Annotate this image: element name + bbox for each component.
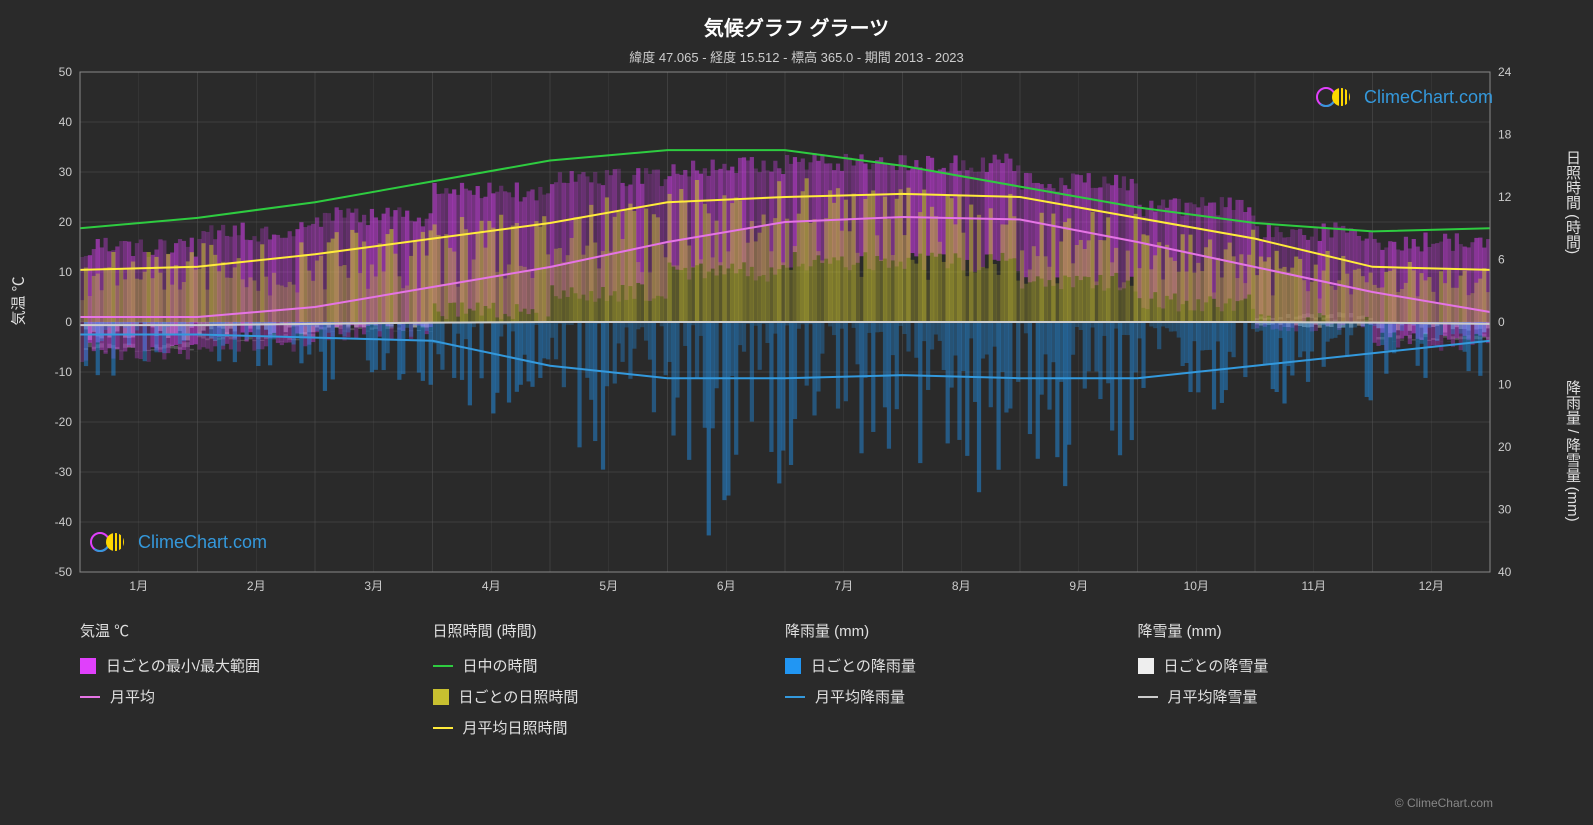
legend-item-label: 日ごとの日照時間 (459, 686, 579, 707)
legend-item-label: 月平均 (110, 686, 155, 707)
legend-item: 日ごとの降雪量 (1138, 655, 1491, 676)
legend-item: 月平均降雨量 (785, 686, 1138, 707)
chart-area: -50-40-30-20-100102030405006121824102030… (80, 72, 1490, 582)
svg-text:10: 10 (1498, 378, 1512, 392)
legend-group-title: 降雨量 (mm) (785, 620, 1138, 641)
legend-line-icon (1138, 696, 1158, 698)
svg-text:2月: 2月 (247, 579, 266, 593)
legend-group: 気温 ℃ 日ごとの最小/最大範囲月平均 (80, 620, 433, 748)
legend-item-label: 日中の時間 (463, 655, 538, 676)
legend-item-label: 日ごとの降雨量 (811, 655, 916, 676)
legend-item: 日ごとの降雨量 (785, 655, 1138, 676)
legend-group: 降雪量 (mm) 日ごとの降雪量月平均降雪量 (1138, 620, 1491, 748)
legend-group: 日照時間 (時間) 日中の時間日ごとの日照時間月平均日照時間 (433, 620, 786, 748)
legend-item: 月平均 (80, 686, 433, 707)
attribution: © ClimeChart.com (1395, 796, 1493, 810)
legend-item-label: 月平均降雨量 (815, 686, 905, 707)
legend-item-label: 日ごとの降雪量 (1164, 655, 1269, 676)
legend-group: 降雨量 (mm) 日ごとの降雨量月平均降雨量 (785, 620, 1138, 748)
watermark-top: ClimeChart.com (1316, 85, 1493, 109)
svg-text:-20: -20 (55, 415, 73, 429)
legend-swatch-icon (80, 658, 96, 674)
legend-line-icon (785, 696, 805, 698)
svg-text:30: 30 (59, 165, 73, 179)
svg-text:40: 40 (59, 115, 73, 129)
y-axis-right-top-label: 日照時間 (時間) (1562, 150, 1583, 254)
svg-text:30: 30 (1498, 503, 1512, 517)
svg-text:50: 50 (59, 65, 73, 79)
svg-text:6月: 6月 (717, 579, 736, 593)
svg-text:3月: 3月 (364, 579, 383, 593)
svg-text:4月: 4月 (482, 579, 501, 593)
legend-item-label: 月平均降雪量 (1168, 686, 1258, 707)
svg-text:9月: 9月 (1069, 579, 1088, 593)
chart-title: 気候グラフ グラーツ (0, 0, 1593, 41)
svg-text:10月: 10月 (1184, 579, 1209, 593)
y-axis-right-bottom-label: 降雨量 / 降雪量 (mm) (1562, 380, 1583, 522)
climate-chart-svg: -50-40-30-20-100102030405006121824102030… (80, 72, 1490, 582)
legend-item: 日ごとの日照時間 (433, 686, 786, 707)
watermark-bottom: ClimeChart.com (90, 530, 267, 554)
legend: 気温 ℃ 日ごとの最小/最大範囲月平均 日照時間 (時間) 日中の時間日ごとの日照時間… (80, 620, 1490, 748)
svg-text:-10: -10 (55, 365, 73, 379)
watermark-text: ClimeChart.com (1364, 87, 1493, 108)
legend-line-icon (433, 727, 453, 729)
svg-text:-30: -30 (55, 465, 73, 479)
svg-text:11月: 11月 (1302, 579, 1326, 593)
svg-text:20: 20 (59, 215, 73, 229)
legend-group-title: 降雪量 (mm) (1138, 620, 1491, 641)
legend-swatch-icon (785, 658, 801, 674)
legend-group-title: 日照時間 (時間) (433, 620, 786, 641)
legend-item: 日中の時間 (433, 655, 786, 676)
svg-text:20: 20 (1498, 440, 1512, 454)
legend-line-icon (433, 665, 453, 667)
svg-text:1月: 1月 (129, 579, 148, 593)
legend-item: 月平均降雪量 (1138, 686, 1491, 707)
svg-text:-50: -50 (55, 565, 73, 579)
watermark-text: ClimeChart.com (138, 532, 267, 553)
legend-line-icon (80, 696, 100, 698)
svg-text:18: 18 (1498, 128, 1512, 142)
svg-text:12: 12 (1498, 190, 1512, 204)
svg-text:0: 0 (1498, 315, 1505, 329)
climechart-logo-icon (90, 530, 130, 554)
legend-swatch-icon (433, 689, 449, 705)
chart-subtitle: 緯度 47.065 - 経度 15.512 - 標高 365.0 - 期間 20… (0, 41, 1593, 66)
legend-item-label: 日ごとの最小/最大範囲 (106, 655, 260, 676)
svg-text:12月: 12月 (1419, 579, 1444, 593)
legend-swatch-icon (1138, 658, 1154, 674)
climechart-logo-icon (1316, 85, 1356, 109)
svg-text:5月: 5月 (599, 579, 618, 593)
legend-item: 日ごとの最小/最大範囲 (80, 655, 433, 676)
y-axis-left-label: 気温 ℃ (8, 276, 29, 325)
svg-text:24: 24 (1498, 65, 1512, 79)
svg-text:40: 40 (1498, 565, 1512, 579)
legend-group-title: 気温 ℃ (80, 620, 433, 641)
legend-item-label: 月平均日照時間 (463, 717, 568, 738)
svg-text:6: 6 (1498, 253, 1505, 267)
svg-text:0: 0 (65, 315, 72, 329)
svg-text:7月: 7月 (834, 579, 853, 593)
svg-text:-40: -40 (55, 515, 73, 529)
svg-text:10: 10 (59, 265, 73, 279)
svg-text:8月: 8月 (952, 579, 971, 593)
legend-item: 月平均日照時間 (433, 717, 786, 738)
